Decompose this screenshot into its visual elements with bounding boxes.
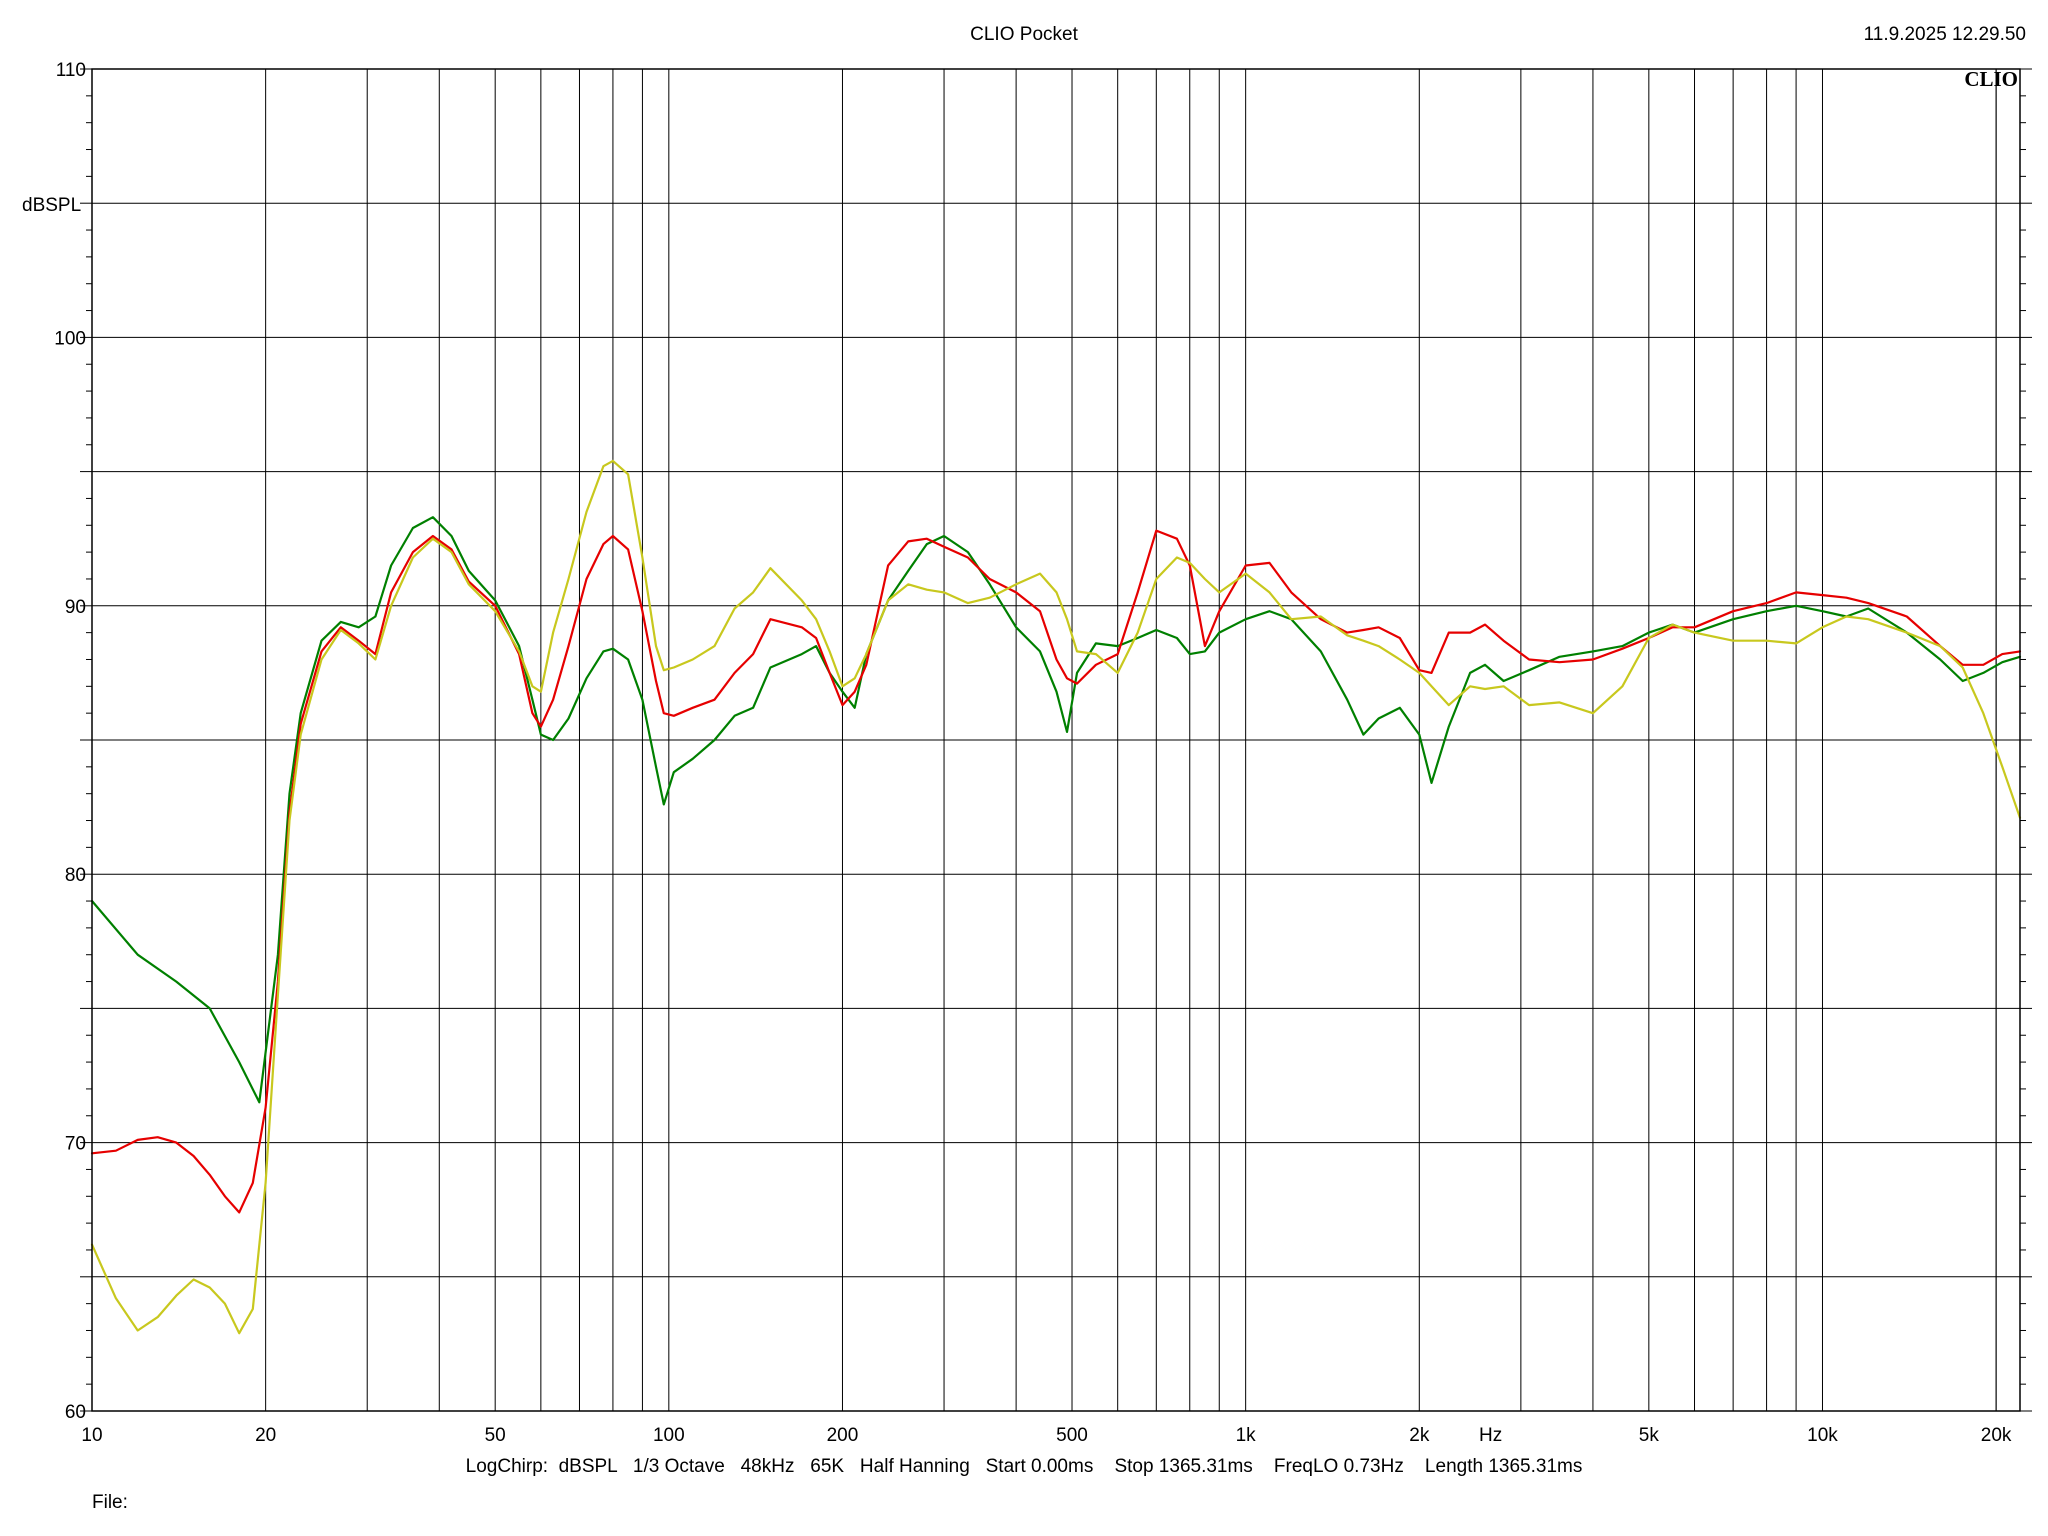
y-axis-label: dBSPL <box>22 195 81 216</box>
x-tick-label: 5k <box>1639 1425 1660 1446</box>
watermark-logo: CLIO <box>1964 67 2018 91</box>
x-tick-label: 10 <box>81 1425 102 1446</box>
y-tick-label: 80 <box>65 865 86 886</box>
y-tick-label: 60 <box>65 1402 86 1423</box>
x-tick-label: 1k <box>1236 1425 1257 1446</box>
series-layer <box>90 459 2022 1335</box>
x-axis-label: Hz <box>1479 1425 1502 1446</box>
timestamp: 11.9.2025 12.29.50 <box>1863 24 2026 45</box>
x-tick-label: 10k <box>1807 1425 1838 1446</box>
series-line-1 <box>90 516 2022 1104</box>
y-tick-label: 90 <box>65 597 86 618</box>
plot-frame <box>91 68 2021 1412</box>
x-tick-label: 20 <box>255 1425 276 1446</box>
measurement-settings: LogChirp: dBSPL 1/3 Octave 48kHz 65K Hal… <box>465 1456 1583 1477</box>
tick-labels: 10 20 50 100 200 500 1k 2k 5k 10k 20k 60 70 80 90 100 11… <box>54 60 2012 1446</box>
x-tick-label: 100 <box>653 1425 685 1446</box>
series-line-2 <box>90 529 2022 1214</box>
file-label: File: <box>92 1492 128 1513</box>
series-line-3 <box>90 459 2022 1335</box>
app-title: CLIO Pocket <box>970 24 1078 45</box>
y-tick-label: 100 <box>54 328 86 349</box>
x-tick-label: 2k <box>1409 1425 1430 1446</box>
grid <box>80 68 2032 1412</box>
x-tick-label: 50 <box>485 1425 506 1446</box>
x-tick-label: 20k <box>1981 1425 2012 1446</box>
x-tick-label: 500 <box>1056 1425 1088 1446</box>
y-tick-label: 110 <box>56 60 86 81</box>
x-tick-label: 200 <box>827 1425 859 1446</box>
y-tick-label: 70 <box>65 1134 86 1155</box>
